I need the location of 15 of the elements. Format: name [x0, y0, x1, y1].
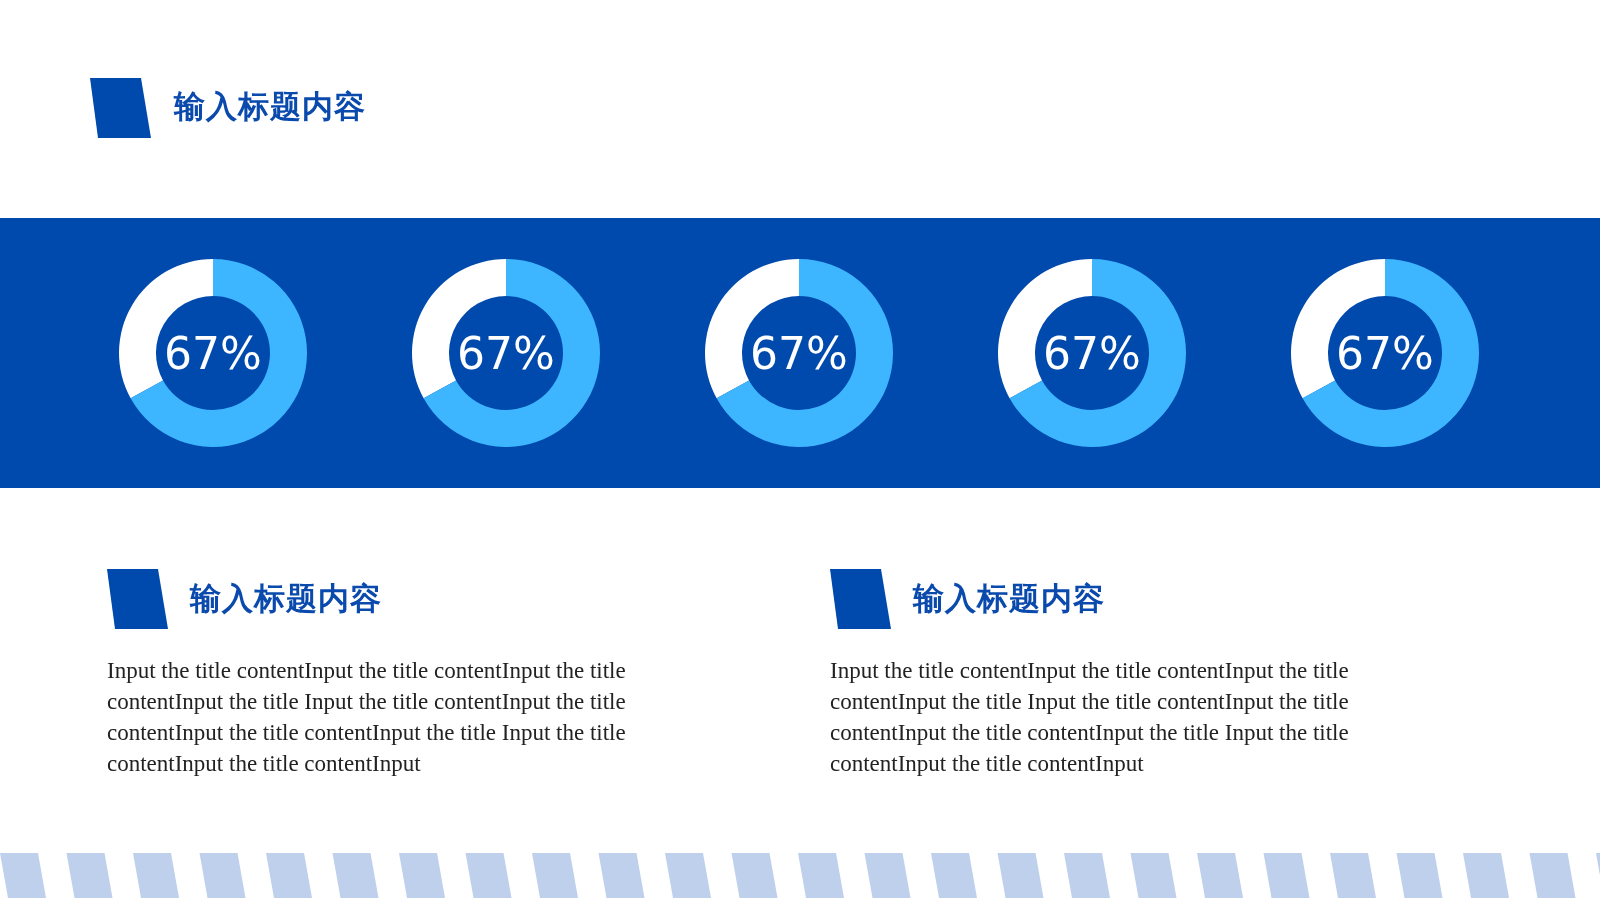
data-label: 67%: [164, 327, 262, 379]
donut-slice: [130, 259, 307, 447]
data-label: 67%: [750, 327, 848, 379]
data-label: 67%: [1336, 327, 1434, 379]
text: 输入标题内容: [190, 579, 382, 618]
donut-slice: [716, 259, 893, 447]
text: 输入标题内容: [913, 579, 1105, 618]
text: 输入标题内容: [174, 87, 366, 126]
text: Input the title contentInput the title contentInput the title contentInput the title Input the title contentInput the title contentInput the title contentInput the title Input the title contentInput the title contentInput: [107, 657, 627, 778]
donut-slice: [1302, 259, 1479, 447]
data-label: 67%: [1043, 327, 1141, 379]
data-label: 67%: [457, 327, 555, 379]
donut-slice: [1009, 259, 1186, 447]
donut-slice: [423, 259, 600, 447]
text: Input the title contentInput the title contentInput the title contentInput the title Input the title contentInput the title contentInput the title contentInput the title Input the title contentInput the title contentInput: [830, 657, 1350, 778]
